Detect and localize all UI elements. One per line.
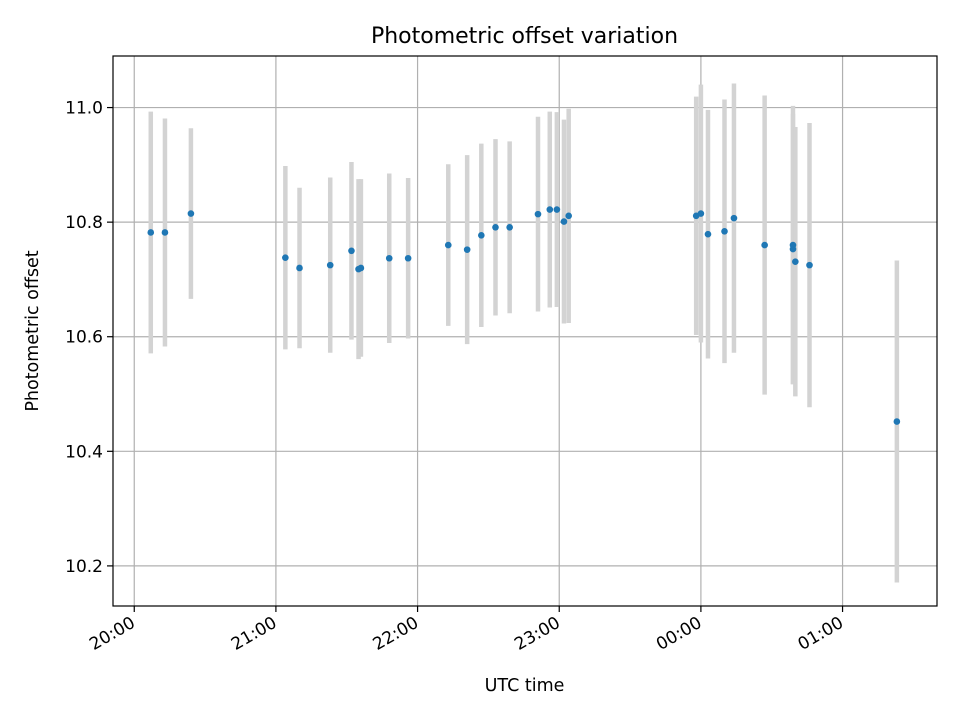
data-point xyxy=(404,254,412,262)
data-point xyxy=(789,241,797,249)
data-point xyxy=(721,228,728,235)
data-point xyxy=(296,264,303,272)
data-point xyxy=(282,254,289,261)
x-axis-label: UTC time xyxy=(485,676,565,696)
y-axis-label: Photometric offset xyxy=(23,250,43,411)
data-point xyxy=(478,232,485,239)
data-point xyxy=(147,229,155,236)
data-point xyxy=(385,254,393,262)
data-point xyxy=(506,224,513,231)
data-points xyxy=(147,206,901,425)
data-point xyxy=(348,247,355,255)
data-point xyxy=(792,258,799,265)
data-point xyxy=(893,418,901,425)
chart-title: Photometric offset variation xyxy=(371,24,678,49)
data-point xyxy=(161,229,169,236)
data-point xyxy=(560,218,568,225)
y-tick-label: 10.8 xyxy=(65,213,103,233)
data-point xyxy=(463,246,471,253)
data-point xyxy=(546,206,554,213)
data-point xyxy=(806,261,813,269)
data-point xyxy=(565,212,572,220)
data-point xyxy=(730,214,738,222)
data-point xyxy=(761,241,768,249)
data-point xyxy=(553,206,561,213)
data-point xyxy=(704,230,712,238)
y-tick-label: 10.4 xyxy=(65,442,103,462)
data-point xyxy=(326,261,334,269)
data-point xyxy=(187,210,195,217)
data-point xyxy=(357,264,365,272)
data-point xyxy=(534,210,542,218)
plot-frame xyxy=(112,55,938,607)
y-tick-label: 11.0 xyxy=(65,99,103,119)
y-tick-label: 10.2 xyxy=(65,557,103,577)
data-point xyxy=(444,241,452,249)
y-tick-label: 10.6 xyxy=(65,328,103,348)
data-point xyxy=(697,210,705,217)
data-point xyxy=(492,224,499,231)
